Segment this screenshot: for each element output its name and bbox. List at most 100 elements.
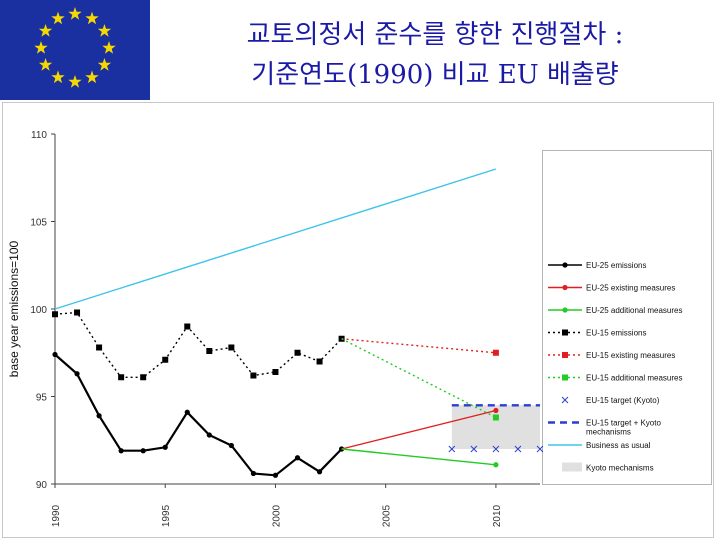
data-point: [96, 344, 103, 351]
star-icon: [38, 58, 53, 71]
data-point: [492, 445, 500, 453]
legend-label: EU-25 existing measures: [586, 284, 675, 293]
data-point: [228, 442, 234, 449]
legend-box: [542, 150, 712, 485]
y-tick-label: 90: [36, 480, 48, 491]
star-icon: [85, 70, 99, 84]
star-icon: [38, 24, 53, 37]
x-tick-label: 2005: [382, 504, 393, 527]
data-point: [162, 444, 168, 450]
star-icon: [51, 11, 65, 25]
data-point: [562, 352, 568, 358]
data-point: [250, 470, 257, 477]
data-point: [338, 446, 345, 452]
data-point: [250, 372, 257, 379]
legend-label: EU-15 target (Kyoto): [586, 396, 660, 405]
data-point: [184, 409, 190, 415]
series-line: [341, 338, 496, 354]
series-line: [341, 338, 497, 419]
data-point: [562, 262, 568, 268]
data-point: [294, 455, 301, 461]
series-1: [341, 407, 499, 450]
data-point: [74, 309, 81, 316]
data-point: [562, 284, 568, 291]
y-axis-label: base year emissions=100: [7, 240, 21, 377]
series-line: [54, 353, 343, 477]
y-tick-label: 110: [31, 130, 47, 141]
data-point: [140, 374, 147, 381]
eu-flag-stars: [34, 7, 116, 88]
data-point: [561, 396, 569, 404]
legend-item: Business as usual: [548, 441, 651, 450]
data-point: [184, 323, 191, 330]
legend-label: Business as usual: [586, 441, 651, 450]
slide-header: 교토의정서 준수를 향한 진행절차 : 기준연도(1990) 비교 EU 배출량: [0, 0, 720, 100]
legend-item: Kyoto mechanisms: [562, 462, 654, 473]
legend-item: EU-25 additional measures: [548, 306, 683, 315]
series-line: [341, 409, 497, 450]
series-8: [54, 168, 497, 310]
legend-label: EU-15 existing measures: [586, 351, 675, 360]
legend-label: EU-25 additional measures: [586, 306, 683, 315]
data-point: [493, 462, 499, 468]
star-icon: [34, 41, 48, 54]
legend-item: EU-15 additional measures: [548, 374, 683, 383]
data-point: [562, 329, 568, 336]
data-point: [206, 348, 213, 354]
series-2: [341, 448, 499, 468]
legend-label: Kyoto mechanisms: [586, 464, 654, 473]
data-point: [514, 445, 522, 453]
legend-item: EU-15 target (Kyoto): [561, 396, 660, 405]
legend-label: EU-15 target + Kyoto: [586, 419, 661, 428]
legend-label: EU-25 emissions: [586, 261, 646, 270]
legend-item: EU-15 existing measures: [548, 351, 675, 360]
data-point: [118, 374, 125, 381]
data-point: [228, 344, 235, 351]
x-tick-label: 2000: [271, 504, 282, 527]
data-point: [470, 445, 478, 453]
data-point: [294, 349, 301, 356]
data-point: [492, 349, 499, 356]
chart-panel: [2, 102, 714, 538]
star-icon: [68, 7, 82, 20]
data-point: [493, 407, 499, 414]
slide-title-line2: 기준연도(1990) 비교 EU 배출량: [251, 60, 619, 90]
star-icon: [102, 41, 116, 54]
data-point: [316, 469, 323, 475]
data-point: [52, 351, 58, 358]
legend-label: EU-15 additional measures: [586, 374, 683, 383]
legend-item: EU-25 emissions: [548, 261, 646, 270]
data-point: [272, 472, 279, 478]
star-icon: [97, 24, 112, 37]
star-icon: [85, 11, 99, 25]
data-point: [492, 414, 499, 421]
y-tick-label: 95: [36, 393, 48, 404]
data-point: [316, 358, 323, 365]
data-point: [140, 448, 146, 454]
series-line: [54, 168, 497, 310]
data-point: [448, 445, 456, 453]
data-point: [536, 445, 544, 453]
series-0: [52, 351, 345, 478]
data-point: [272, 369, 279, 375]
series-4: [341, 338, 499, 356]
y-tick-label: 100: [30, 305, 47, 316]
data-point: [562, 374, 568, 381]
data-point: [52, 311, 58, 318]
series-6: [448, 445, 544, 453]
data-point: [206, 432, 212, 438]
slide-title-line1: 교토의정서 준수를 향한 진행절차 :: [246, 20, 624, 50]
data-point: [562, 307, 568, 313]
legend-label: EU-15 emissions: [586, 329, 646, 338]
star-icon: [97, 58, 112, 71]
star-icon: [51, 70, 65, 84]
data-point: [338, 335, 345, 342]
x-tick-label: 2010: [492, 504, 503, 527]
series-5: [341, 338, 499, 421]
legend-swatch: [562, 462, 582, 472]
legend-label: mechanisms: [586, 428, 631, 437]
data-point: [96, 413, 102, 419]
star-icon: [68, 75, 82, 88]
